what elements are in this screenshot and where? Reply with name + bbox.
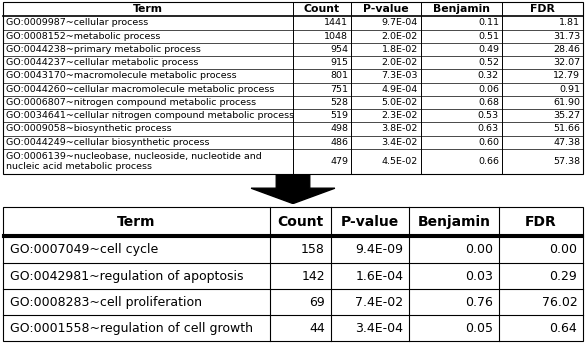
Text: 0.00: 0.00 <box>465 244 493 256</box>
Text: 28.46: 28.46 <box>553 45 580 54</box>
Text: 4.9E-04: 4.9E-04 <box>381 85 418 94</box>
Text: 0.32: 0.32 <box>478 71 499 80</box>
Text: 31.73: 31.73 <box>553 32 580 41</box>
Text: GO:0034641~cellular nitrogen compound metabolic process: GO:0034641~cellular nitrogen compound me… <box>6 111 295 120</box>
Text: 0.11: 0.11 <box>478 18 499 27</box>
Text: 3.8E-02: 3.8E-02 <box>381 125 418 133</box>
Text: 9.7E-04: 9.7E-04 <box>381 18 418 27</box>
Text: 0.05: 0.05 <box>465 322 493 334</box>
Text: P-value: P-value <box>340 215 399 229</box>
Text: 486: 486 <box>330 138 348 147</box>
Text: 76.02: 76.02 <box>541 295 577 309</box>
Text: 57.38: 57.38 <box>553 157 580 166</box>
Text: GO:0008152~metabolic process: GO:0008152~metabolic process <box>6 32 161 41</box>
Text: 35.27: 35.27 <box>553 111 580 120</box>
Text: 0.49: 0.49 <box>478 45 499 54</box>
Text: 0.03: 0.03 <box>465 269 493 283</box>
Text: 69: 69 <box>309 295 325 309</box>
Text: Benjamin: Benjamin <box>417 215 490 229</box>
Text: 0.52: 0.52 <box>478 58 499 67</box>
Text: 142: 142 <box>301 269 325 283</box>
Text: 0.76: 0.76 <box>465 295 493 309</box>
Text: GO:0006807~nitrogen compound metabolic process: GO:0006807~nitrogen compound metabolic p… <box>6 98 257 107</box>
Text: 61.90: 61.90 <box>553 98 580 107</box>
Text: 0.53: 0.53 <box>478 111 499 120</box>
Text: 5.0E-02: 5.0E-02 <box>381 98 418 107</box>
Text: 12.79: 12.79 <box>553 71 580 80</box>
Text: 954: 954 <box>330 45 348 54</box>
Text: 0.51: 0.51 <box>478 32 499 41</box>
Text: 519: 519 <box>330 111 348 120</box>
Text: 0.63: 0.63 <box>478 125 499 133</box>
Text: 51.66: 51.66 <box>553 125 580 133</box>
Text: Count: Count <box>304 4 340 14</box>
Text: Benjamin: Benjamin <box>432 4 490 14</box>
Text: 32.07: 32.07 <box>553 58 580 67</box>
Text: GO:0044238~primary metabolic process: GO:0044238~primary metabolic process <box>6 45 201 54</box>
Text: 2.3E-02: 2.3E-02 <box>381 111 418 120</box>
Text: 1048: 1048 <box>324 32 348 41</box>
Text: 0.64: 0.64 <box>550 322 577 334</box>
Text: 0.66: 0.66 <box>478 157 499 166</box>
Text: 1.6E-04: 1.6E-04 <box>355 269 403 283</box>
Text: GO:0044237~cellular metabolic process: GO:0044237~cellular metabolic process <box>6 58 199 67</box>
Text: GO:0008283~cell proliferation: GO:0008283~cell proliferation <box>10 295 202 309</box>
Text: GO:0042981~regulation of apoptosis: GO:0042981~regulation of apoptosis <box>10 269 243 283</box>
Text: 1.8E-02: 1.8E-02 <box>381 45 418 54</box>
Text: P-value: P-value <box>363 4 408 14</box>
Text: GO:0007049~cell cycle: GO:0007049~cell cycle <box>10 244 158 256</box>
Text: 44: 44 <box>309 322 325 334</box>
Text: 47.38: 47.38 <box>553 138 580 147</box>
Text: 1.81: 1.81 <box>559 18 580 27</box>
Text: 528: 528 <box>330 98 348 107</box>
Text: 7.4E-02: 7.4E-02 <box>355 295 403 309</box>
Text: GO:0006139~nucleobase, nucleoside, nucleotide and
nucleic acid metabolic process: GO:0006139~nucleobase, nucleoside, nucle… <box>6 152 262 171</box>
Text: 0.68: 0.68 <box>478 98 499 107</box>
Text: 2.0E-02: 2.0E-02 <box>381 58 418 67</box>
Text: 479: 479 <box>330 157 348 166</box>
Text: GO:0009987~cellular process: GO:0009987~cellular process <box>6 18 149 27</box>
Text: 0.06: 0.06 <box>478 85 499 94</box>
Text: GO:0044260~cellular macromolecule metabolic process: GO:0044260~cellular macromolecule metabo… <box>6 85 275 94</box>
Text: 751: 751 <box>330 85 348 94</box>
Text: Count: Count <box>277 215 323 229</box>
Text: 1441: 1441 <box>324 18 348 27</box>
Text: GO:0043170~macromolecule metabolic process: GO:0043170~macromolecule metabolic proce… <box>6 71 237 80</box>
Text: 0.91: 0.91 <box>559 85 580 94</box>
Text: 0.00: 0.00 <box>549 244 577 256</box>
Text: Term: Term <box>133 4 163 14</box>
Text: FDR: FDR <box>530 4 555 14</box>
Text: Term: Term <box>117 215 156 229</box>
Text: 3.4E-02: 3.4E-02 <box>381 138 418 147</box>
Text: GO:0009058~biosynthetic process: GO:0009058~biosynthetic process <box>6 125 172 133</box>
Text: 9.4E-09: 9.4E-09 <box>355 244 403 256</box>
Text: 2.0E-02: 2.0E-02 <box>381 32 418 41</box>
Text: GO:0001558~regulation of cell growth: GO:0001558~regulation of cell growth <box>10 322 253 334</box>
Text: 0.29: 0.29 <box>550 269 577 283</box>
Text: 498: 498 <box>330 125 348 133</box>
Text: 7.3E-03: 7.3E-03 <box>381 71 418 80</box>
Text: 0.60: 0.60 <box>478 138 499 147</box>
Text: 801: 801 <box>330 71 348 80</box>
Text: FDR: FDR <box>525 215 557 229</box>
Text: GO:0044249~cellular biosynthetic process: GO:0044249~cellular biosynthetic process <box>6 138 210 147</box>
Text: 915: 915 <box>330 58 348 67</box>
Polygon shape <box>251 174 335 204</box>
Text: 4.5E-02: 4.5E-02 <box>381 157 418 166</box>
Text: 3.4E-04: 3.4E-04 <box>355 322 403 334</box>
Text: 158: 158 <box>301 244 325 256</box>
